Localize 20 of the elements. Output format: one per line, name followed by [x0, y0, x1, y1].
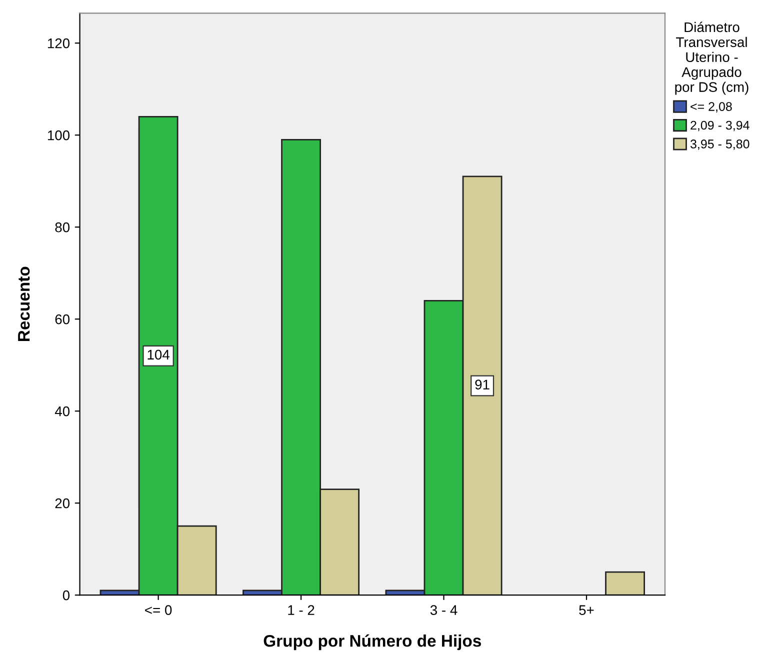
y-tick-label: 20: [55, 498, 70, 508]
x-axis-title: Grupo por Número de Hijos: [264, 634, 481, 650]
y-tick-label: 40: [54, 406, 70, 416]
x-tick-label: 3 - 4: [430, 605, 458, 615]
legend-title: Diámetro Transversal Uterino - Agrupado por DS (cm): [675, 22, 748, 95]
y-tick-label: 100: [48, 130, 70, 140]
x-tick-label: 1 - 2: [288, 605, 314, 615]
y-tick-label: 120: [48, 38, 70, 48]
bar: [605, 571, 645, 596]
legend-label: 3,95 - 5,80: [690, 140, 750, 150]
legend-label: <= 2,08: [690, 102, 732, 112]
data-label: 104: [148, 350, 170, 360]
data-label: 91: [475, 380, 490, 390]
legend-label: 2,09 - 3,94: [690, 120, 750, 132]
y-axis-title: Recuento: [18, 266, 30, 341]
y-tick-label: 80: [55, 222, 70, 232]
y-tick-label: 0: [62, 590, 70, 600]
y-tick-label: 60: [55, 314, 70, 324]
x-tick-label: <= 0: [145, 605, 172, 615]
x-tick-label: 5+: [579, 605, 594, 615]
